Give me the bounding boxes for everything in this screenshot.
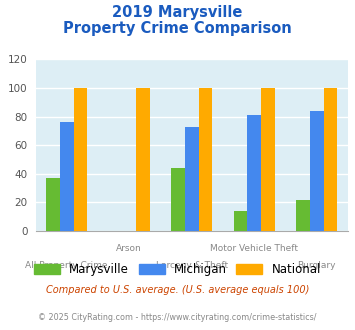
Text: Burglary: Burglary — [297, 261, 336, 270]
Text: All Property Crime: All Property Crime — [26, 261, 108, 270]
Bar — [60, 122, 73, 231]
Bar — [198, 88, 212, 231]
Text: Property Crime Comparison: Property Crime Comparison — [63, 21, 292, 36]
Bar — [136, 88, 150, 231]
Bar — [234, 211, 247, 231]
Text: Motor Vehicle Theft: Motor Vehicle Theft — [210, 244, 298, 253]
Bar — [247, 115, 261, 231]
Text: Compared to U.S. average. (U.S. average equals 100): Compared to U.S. average. (U.S. average … — [46, 285, 309, 295]
Bar — [261, 88, 275, 231]
Text: © 2025 CityRating.com - https://www.cityrating.com/crime-statistics/: © 2025 CityRating.com - https://www.city… — [38, 314, 317, 322]
Bar — [310, 111, 323, 231]
Text: Arson: Arson — [116, 244, 142, 253]
Text: Larceny & Theft: Larceny & Theft — [155, 261, 228, 270]
Bar — [296, 200, 310, 231]
Bar — [73, 88, 87, 231]
Bar — [323, 88, 337, 231]
Bar — [171, 168, 185, 231]
Bar — [46, 178, 60, 231]
Bar — [185, 127, 198, 231]
Text: 2019 Marysville: 2019 Marysville — [112, 5, 243, 20]
Legend: Marysville, Michigan, National: Marysville, Michigan, National — [29, 258, 326, 281]
